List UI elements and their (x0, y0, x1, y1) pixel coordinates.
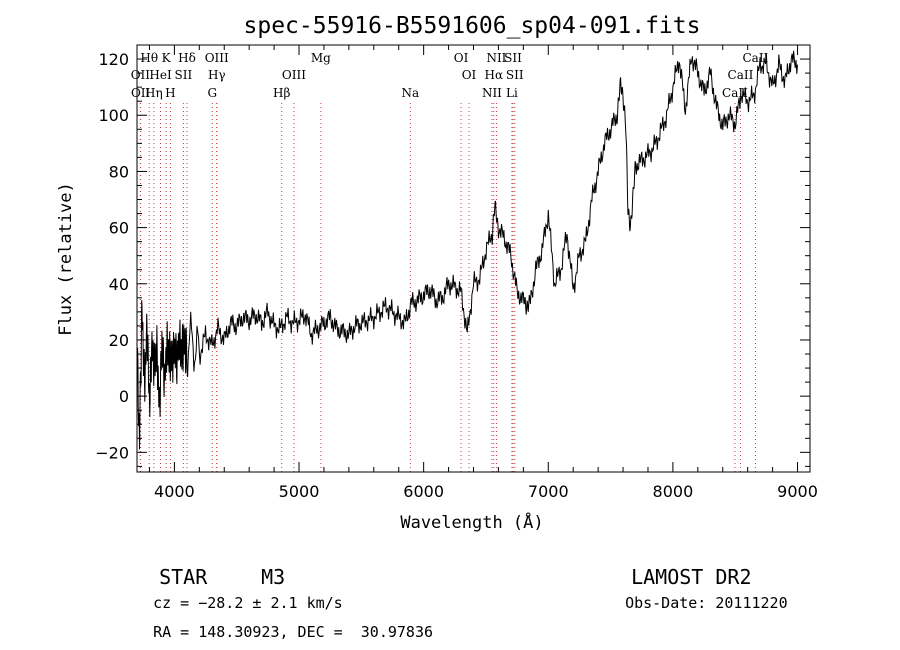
y-tick-label: 0 (119, 387, 129, 406)
object-subclass: M3 (237, 541, 285, 589)
x-tick-label: 6000 (403, 482, 444, 501)
observation-date-text: Obs-Date: 20111220 (625, 594, 788, 612)
x-tick-label: 4000 (154, 482, 195, 501)
redshift-cz: cz = −28.2 ± 2.1 km/s (135, 576, 343, 612)
line-marker-label: Na (401, 86, 419, 100)
redshift-cz-text: cz = −28.2 ± 2.1 km/s (153, 594, 343, 612)
line-marker-label: G (207, 86, 217, 100)
line-marker-label: Hα (485, 68, 504, 82)
line-marker-label: H (165, 86, 175, 100)
y-tick-label: 80 (109, 162, 129, 181)
spectrum-line (136, 50, 798, 450)
coordinates: RA = 148.30923, DEC = 30.97836 (135, 605, 433, 641)
line-marker-label: OI (462, 68, 477, 82)
y-tick-label: 20 (109, 331, 129, 350)
line-marker-label: Hθ (140, 51, 158, 65)
line-marker-label: NII (486, 51, 506, 65)
line-marker-label: Hγ (208, 68, 226, 82)
line-marker-label: SII (504, 51, 522, 65)
line-marker-label: Hη (145, 86, 163, 100)
line-marker-label: OIII (205, 51, 229, 65)
line-marker-label: Li (506, 86, 518, 100)
line-marker-label: Hβ (273, 86, 290, 100)
line-marker-label: Hδ (178, 51, 196, 65)
x-axis-label: Wavelength (Å) (400, 511, 543, 533)
line-marker-label: NII (482, 86, 502, 100)
line-marker-label: CaII (742, 51, 768, 65)
axis-ticks: 4000 5000 6000 7000 8000 9000 −20 0 20 40 60 80 100 1… (95, 44, 818, 501)
survey-name-text: LAMOST DR2 (631, 565, 752, 589)
line-marker-label: HeI (149, 68, 172, 82)
x-tick-label: 5000 (279, 482, 320, 501)
chart-title: spec-55916-B5591606_sp04-091.fits (244, 13, 701, 39)
line-marker-label: CaII (728, 68, 754, 82)
line-marker-label: SII (506, 68, 524, 82)
y-tick-label: 40 (109, 275, 129, 294)
y-tick-label: 60 (109, 219, 129, 238)
line-marker-label: OI (454, 51, 469, 65)
plot-frame (136, 44, 811, 473)
observation-date: Obs-Date: 20111220 (607, 576, 788, 612)
y-tick-label: −20 (95, 443, 129, 462)
y-tick-label: 100 (98, 106, 129, 125)
line-marker-label: Mg (311, 51, 331, 65)
x-tick-label: 9000 (777, 482, 818, 501)
x-tick-label: 7000 (528, 482, 569, 501)
survey-name: LAMOST DR2 (607, 541, 752, 589)
y-axis-label: Flux (relative) (56, 182, 76, 336)
line-marker-label: SII (175, 68, 193, 82)
object-class-text: STAR (159, 565, 208, 589)
line-marker-label: K (162, 51, 172, 65)
object-class: STAR (135, 541, 207, 589)
line-marker-label: OIII (282, 68, 306, 82)
line-marker-label: OII (131, 86, 151, 100)
x-tick-label: 8000 (653, 482, 694, 501)
y-tick-label: 120 (98, 50, 129, 69)
object-subclass-text: M3 (261, 565, 286, 589)
line-marker-label: OII (131, 68, 151, 82)
coordinates-text: RA = 148.30923, DEC = 30.97836 (153, 623, 434, 641)
